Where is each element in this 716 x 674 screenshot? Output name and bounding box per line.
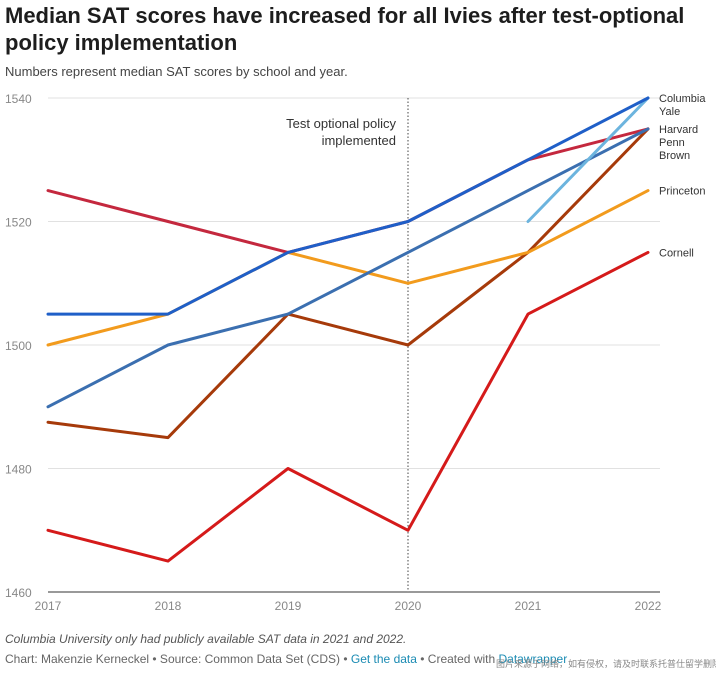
watermark-text: 图片来源于网络，如有侵权，请及时联系托普仕留学删除 <box>496 659 716 669</box>
grid-layer: 1460 1480 1500 1520 1540 <box>5 92 660 600</box>
series-line-brown <box>46 127 650 409</box>
x-tick-label-2022: 2022 <box>635 599 662 613</box>
y-tick-label-1480: 1480 <box>5 463 32 477</box>
series-label-penn: Penn <box>659 137 685 149</box>
y-tick-label-1500: 1500 <box>5 339 32 353</box>
y-tick-label-1540: 1540 <box>5 92 32 106</box>
y-tick-label-1460: 1460 <box>5 586 32 600</box>
chart-byline: Chart: Makenzie Kerneckel • Source: Comm… <box>5 652 567 666</box>
created-with-text: • Created with <box>416 652 499 666</box>
series-line-princeton <box>46 189 650 347</box>
y-tick-label-1520: 1520 <box>5 216 32 230</box>
annotation-text-line-1: Test optional policy <box>286 116 396 131</box>
x-tick-label-2020: 2020 <box>395 599 422 613</box>
datawrapper-link[interactable]: Datawrapper <box>498 652 568 666</box>
chart-title: Median SAT scores have increased for all… <box>5 3 685 55</box>
chart-subtitle: Numbers represent median SAT scores by s… <box>5 64 348 79</box>
x-tick-label-2021: 2021 <box>515 599 542 613</box>
series-label-brown: Brown <box>659 150 690 162</box>
series-label-columbia: Columbia <box>659 93 706 105</box>
get-data-link[interactable]: Get the data <box>350 652 417 666</box>
x-tick-label-2019: 2019 <box>275 599 302 613</box>
series-label-yale: Yale <box>659 106 680 118</box>
series-line-cornell <box>46 250 650 563</box>
series-line-columbia <box>526 96 650 223</box>
line-chart: 1460 1480 1500 1520 1540 Test optional polic… <box>5 92 706 613</box>
series-layer <box>46 96 650 563</box>
annotation-text-line-2: implemented <box>322 133 396 148</box>
series-label-princeton: Princeton <box>659 186 705 198</box>
credit-text: Chart: Makenzie Kerneckel • Source: Comm… <box>5 652 351 666</box>
series-line-harvard <box>46 127 650 440</box>
series-label-harvard: Harvard <box>659 124 698 136</box>
x-axis: 2017 2018 2019 2020 2021 2022 <box>35 599 662 613</box>
series-label-cornell: Cornell <box>659 247 694 259</box>
series-line-yale <box>46 96 650 316</box>
x-tick-label-2017: 2017 <box>35 599 62 613</box>
annotation-layer: Test optional policy implemented <box>286 98 409 592</box>
x-tick-label-2018: 2018 <box>155 599 182 613</box>
chart-note: Columbia University only had publicly av… <box>5 632 407 646</box>
